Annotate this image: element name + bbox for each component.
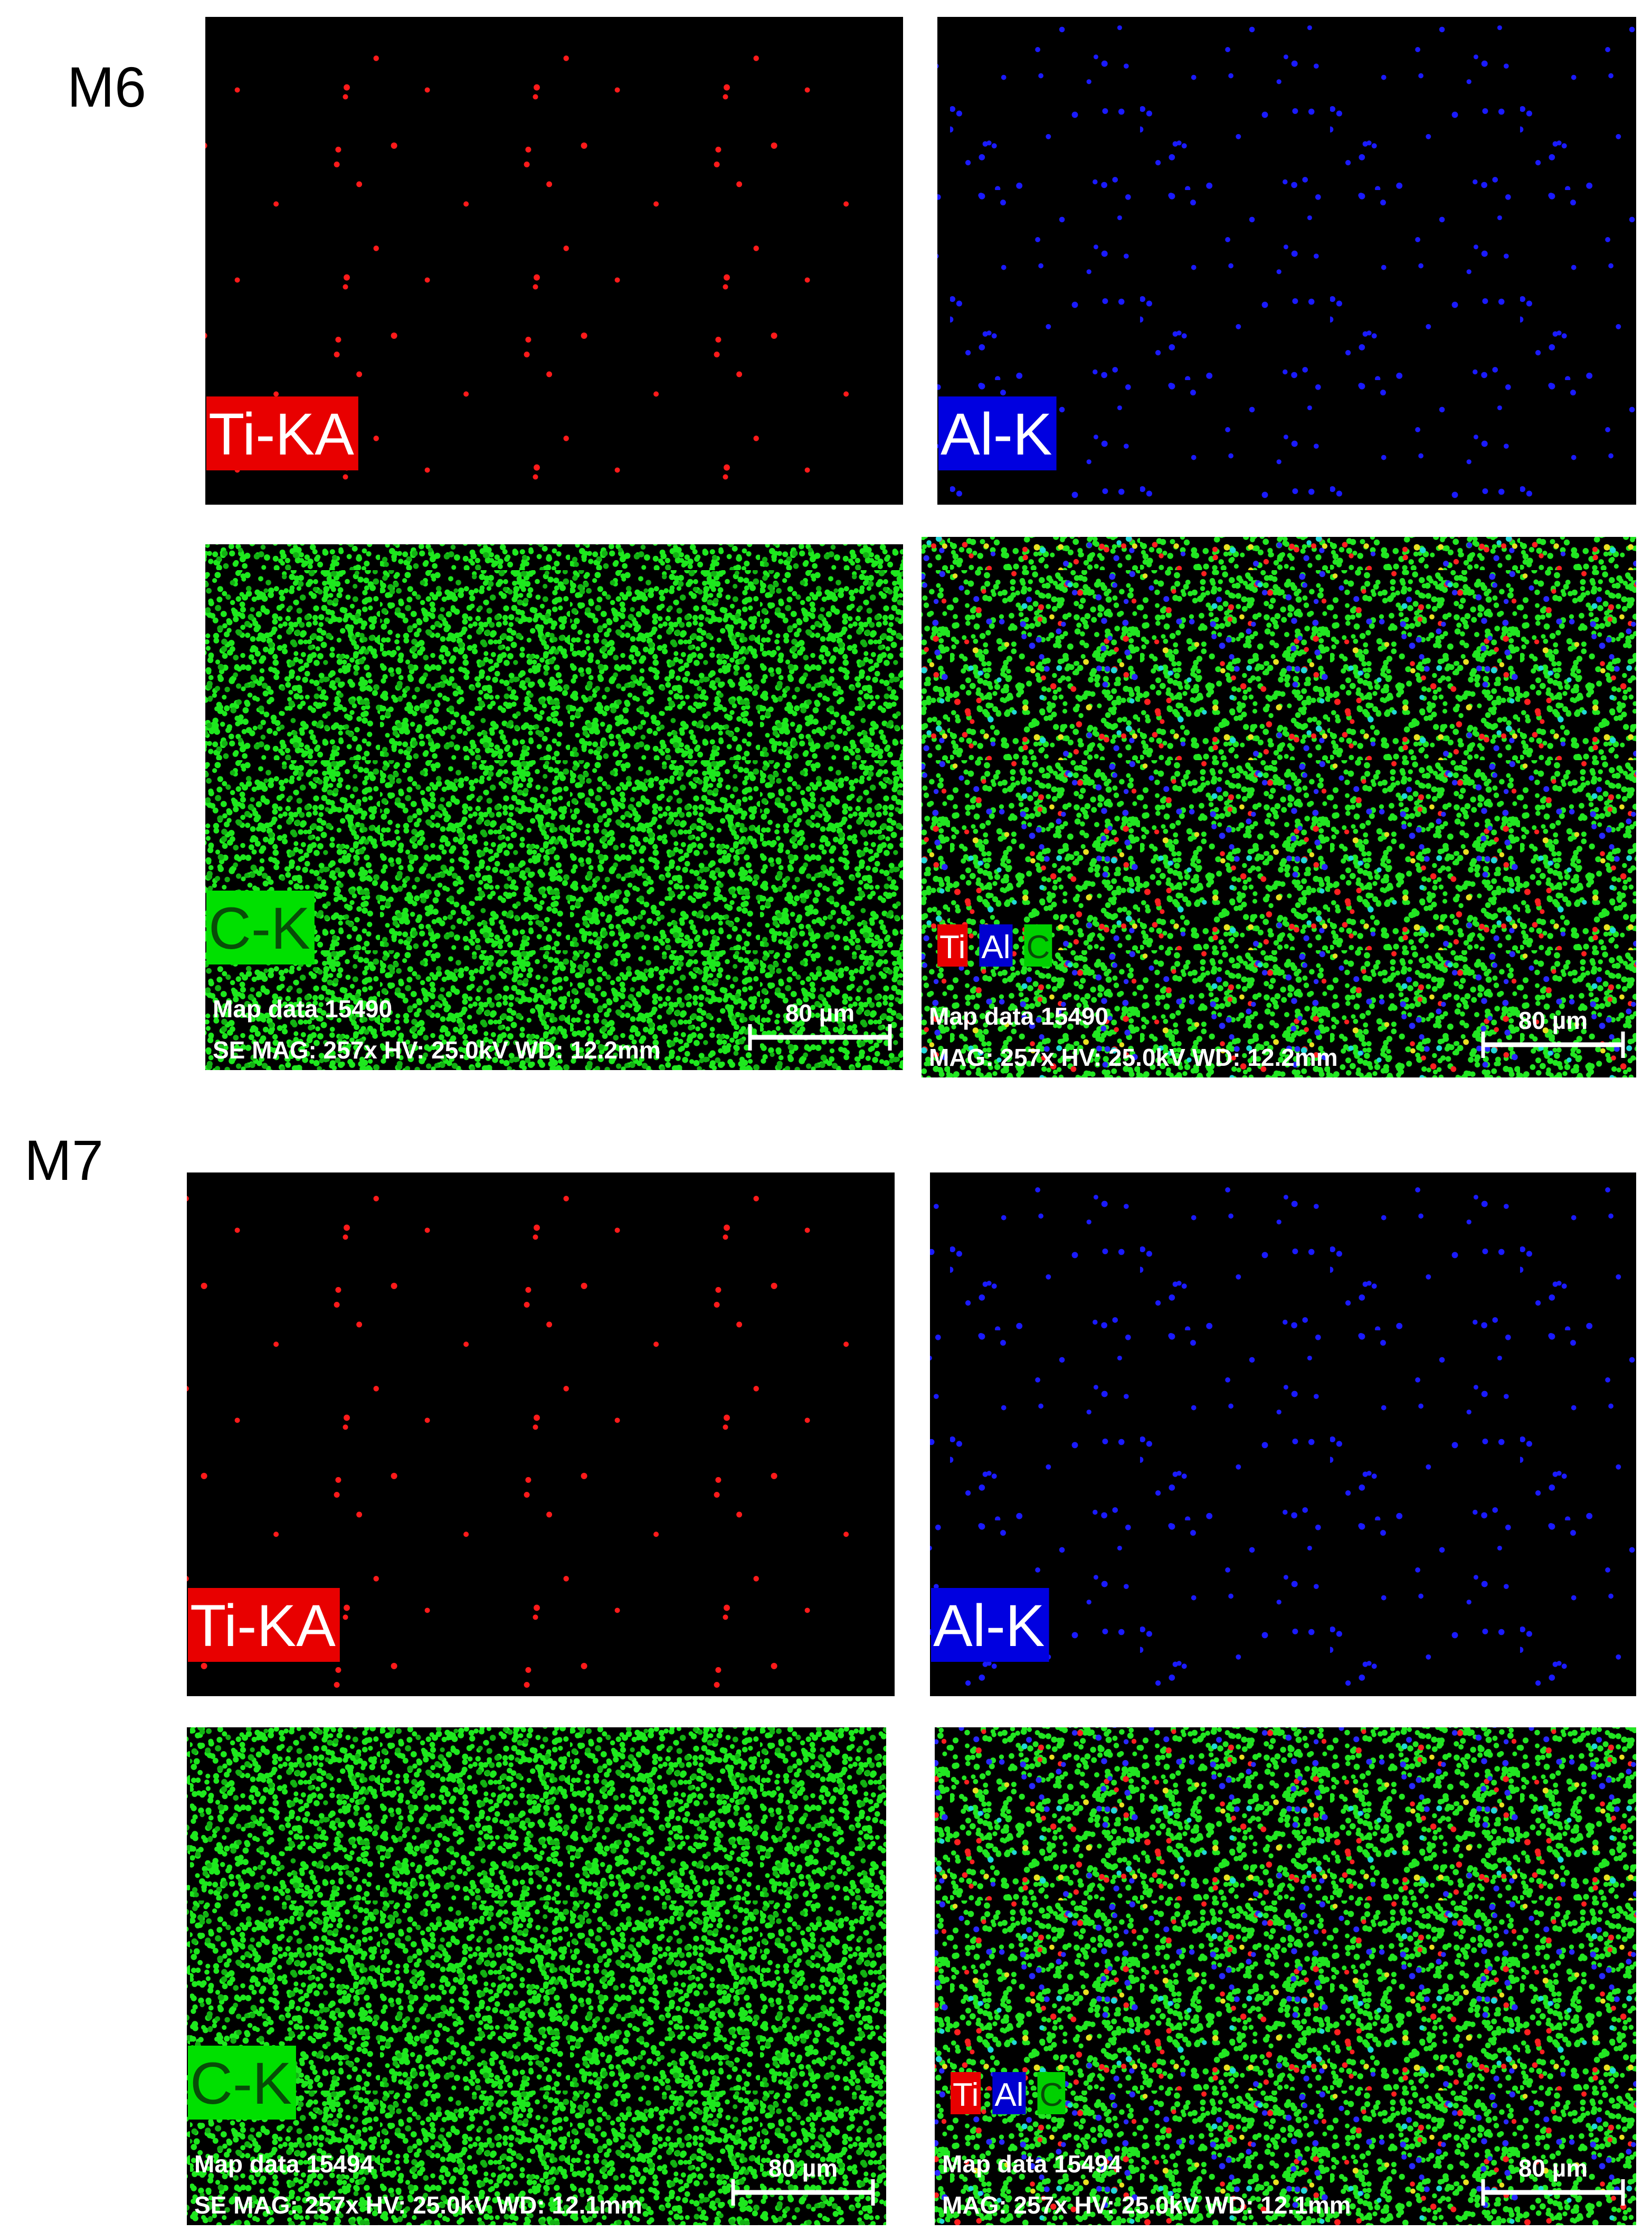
map-dots	[205, 544, 903, 1070]
map-info: SE MAG: 257x HV: 25.0kV WD: 12.1mm	[194, 2191, 642, 2219]
scale-bar-label: 80 µm	[785, 999, 855, 1027]
scale-bar-label: 80 µm	[1518, 1007, 1588, 1034]
map-info: MAG: 257x HV: 25.0kV WD: 12.2mm	[929, 1044, 1338, 1071]
legend-box	[951, 2072, 981, 2114]
scale-bar-label: 80 µm	[768, 2154, 838, 2182]
legend-label: Ti	[939, 929, 965, 966]
legend-label: Al	[981, 929, 1010, 966]
map-dots	[935, 1727, 1636, 2225]
element-label-box	[206, 891, 315, 964]
element-label: Ti-KA	[208, 401, 354, 467]
legend-label: C	[1027, 929, 1050, 966]
element-label: Ti-KA	[190, 1593, 336, 1659]
element-label-box	[206, 396, 358, 470]
element-label-box	[938, 396, 1057, 470]
element-label: C-K	[208, 895, 310, 961]
legend-label: Ti	[953, 2077, 979, 2113]
legend-box	[1024, 924, 1052, 967]
map-data: Map data 15494	[942, 2150, 1122, 2178]
legend-box	[1037, 2072, 1066, 2114]
panel-label: M7	[24, 1128, 103, 1192]
element-label-box	[188, 2046, 296, 2120]
element-label: Al-K	[933, 1593, 1045, 1659]
map-data: Map data 15494	[194, 2150, 374, 2178]
legend-label: C	[1040, 2077, 1064, 2113]
legend-label: Al	[994, 2077, 1023, 2113]
map-data: Map data 15490	[213, 995, 392, 1023]
map-dots	[187, 1727, 886, 2225]
map-info: SE MAG: 257x HV: 25.0kV WD: 12.2mm	[213, 1036, 661, 1064]
element-label-box	[188, 1588, 340, 1662]
map-info: MAG: 257x HV: 25.0kV WD: 12.1mm	[942, 2191, 1351, 2219]
map-dots	[922, 537, 1636, 1077]
element-label: C-K	[190, 2050, 292, 2116]
legend-box	[979, 924, 1013, 967]
legend-box	[992, 2072, 1026, 2114]
element-label-box	[931, 1588, 1049, 1662]
scale-bar-label: 80 µm	[1518, 2154, 1588, 2182]
map-data: Map data 15490	[929, 1002, 1108, 1030]
panel-label: M6	[67, 55, 146, 119]
legend-box	[937, 924, 968, 967]
element-label: Al-K	[941, 401, 1052, 467]
